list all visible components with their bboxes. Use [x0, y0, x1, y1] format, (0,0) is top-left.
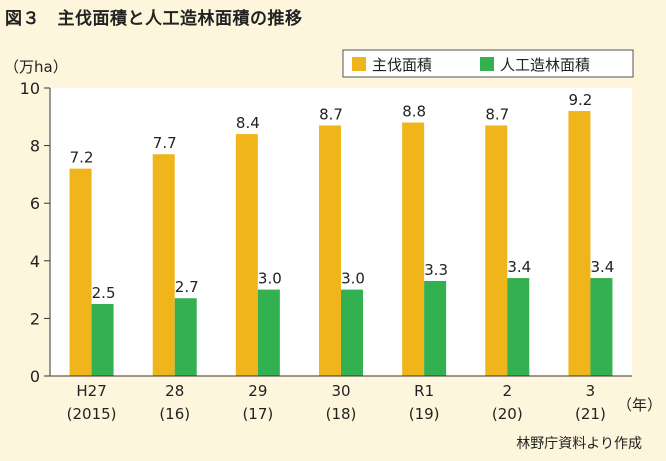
bar-harvest — [402, 122, 425, 376]
x-tick-sublabel: (17) — [242, 405, 273, 423]
legend: 主伐面積 人工造林面積 — [342, 49, 634, 78]
y-tick-label: 8 — [30, 137, 40, 156]
x-tick-label: 30 — [331, 382, 350, 400]
y-tick-label: 10 — [20, 79, 40, 98]
data-label: 7.7 — [153, 134, 177, 152]
legend-swatch — [480, 57, 494, 71]
y-axis: 0 2 4 6 8 10 — [20, 79, 51, 386]
x-tick-sublabel: (18) — [326, 405, 357, 423]
data-label: 3.0 — [258, 270, 282, 288]
x-axis-unit: （年） — [617, 396, 662, 414]
bar-planting — [341, 289, 363, 376]
legend-label: 人工造林面積 — [500, 56, 590, 74]
source-note: 林野庁資料より作成 — [516, 436, 642, 452]
x-tick-label: R1 — [414, 382, 434, 400]
bar-harvest — [319, 125, 341, 376]
y-tick-label: 0 — [30, 367, 40, 386]
y-axis-unit: （万ha） — [4, 58, 68, 76]
x-tick-label: H27 — [76, 382, 106, 400]
bar-planting — [507, 278, 530, 376]
data-label: 8.4 — [236, 114, 260, 132]
data-label: 8.7 — [319, 105, 343, 123]
data-label: 7.2 — [70, 149, 94, 167]
data-label: 3.3 — [424, 261, 448, 279]
bar-planting — [257, 289, 280, 376]
x-tick-sublabel: (20) — [492, 405, 523, 423]
x-tick-label: 3 — [586, 382, 596, 400]
x-tick-label: 28 — [165, 382, 184, 400]
data-label: 9.2 — [568, 91, 592, 109]
bar-harvest — [69, 168, 92, 376]
bar-harvest — [235, 134, 258, 376]
bar-planting — [91, 304, 114, 376]
bar-harvest — [152, 154, 175, 376]
data-label: 8.8 — [402, 103, 426, 121]
x-tick-sublabel: (16) — [159, 405, 190, 423]
data-label: 2.5 — [92, 284, 116, 302]
data-label: 3.4 — [507, 258, 531, 276]
chart-title: 図３ 主伐面積と人工造林面積の推移 — [5, 9, 303, 29]
data-label: 8.7 — [485, 105, 509, 123]
bars: 7.2 2.5 7.7 2.7 8.4 3.0 8.7 3.0 8.8 3.3 8.7 3.4 9.2 3… — [69, 91, 614, 376]
legend-swatch — [352, 57, 366, 71]
y-tick-label: 4 — [30, 252, 40, 271]
y-tick-label: 6 — [30, 194, 40, 213]
bar-harvest — [485, 125, 508, 376]
bar-planting — [590, 278, 613, 376]
x-tick-label: 2 — [503, 382, 513, 400]
data-label: 3.0 — [341, 270, 365, 288]
x-tick-label: 29 — [248, 382, 267, 400]
bar-planting — [424, 280, 447, 376]
y-tick-label: 2 — [30, 309, 40, 328]
x-tick-sublabel: (19) — [409, 405, 440, 423]
data-label: 2.7 — [175, 278, 199, 296]
bar-planting — [174, 298, 197, 376]
x-tick-sublabel: (2015) — [67, 405, 117, 423]
data-label: 3.4 — [590, 258, 614, 276]
x-axis: H27 (2015) 28 (16) 29 (17) 30 (18) R1 (19) 2 (20) 3 (… — [50, 375, 632, 423]
bar-harvest — [568, 111, 591, 376]
legend-label: 主伐面積 — [372, 56, 432, 74]
x-tick-sublabel: (21) — [575, 405, 606, 423]
